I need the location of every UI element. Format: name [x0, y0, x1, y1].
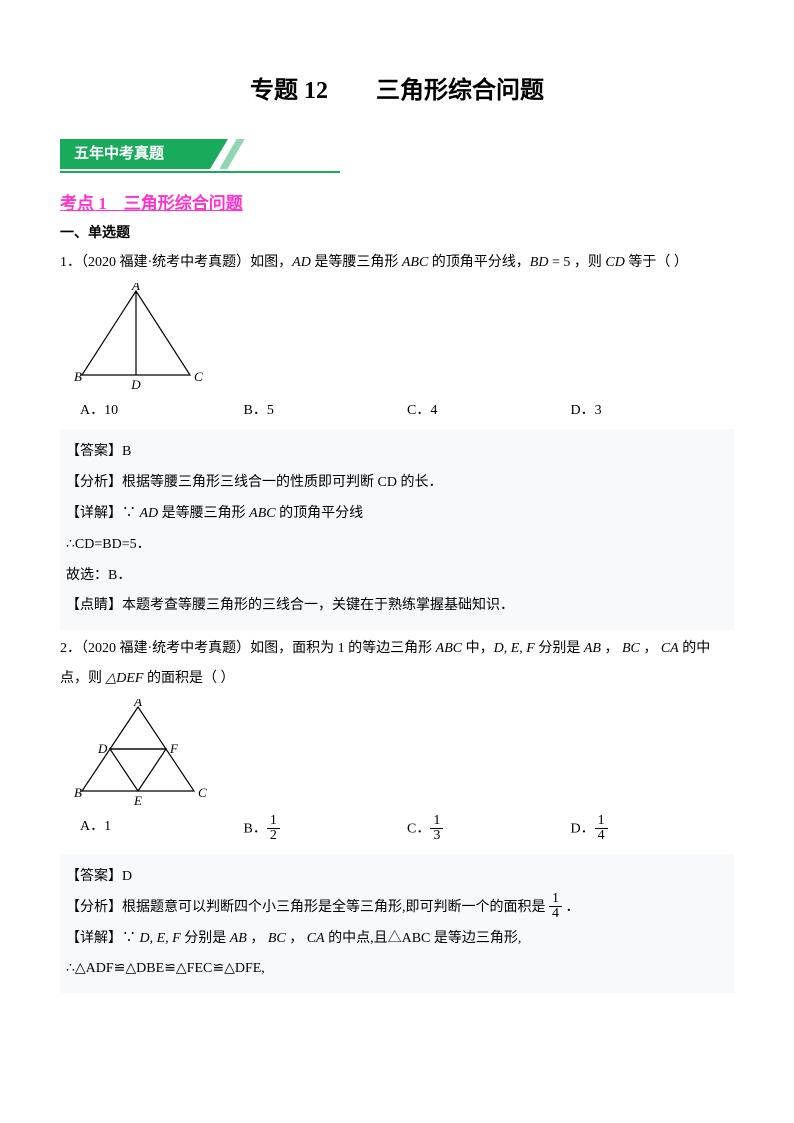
var-CA: CA [307, 931, 325, 946]
question-2-options: A．1 B．12 C．13 D．14 [80, 815, 734, 844]
option-D: D．14 [571, 815, 735, 844]
option-A: A．10 [80, 399, 244, 419]
therefore-text: ∴CD=BD=5． [66, 530, 728, 561]
t: B． [244, 822, 267, 837]
option-A: A．1 [80, 815, 244, 844]
q-source: （2020 福建·统考中考真题）如图， [81, 255, 292, 270]
question-1-answer: 【答案】B 【分析】根据等腰三角形三线合一的性质即可判断 CD 的长． 【详解】… [60, 429, 734, 630]
var-BC: BC [268, 931, 286, 946]
question-1-options: A．10 B．5 C．4 D．3 [80, 399, 734, 419]
banner-label: 五年中考真题 [60, 139, 210, 169]
question-1-figure: A B C D [64, 283, 734, 393]
t: 【分析】根据题意可以判断四个小三角形是全等三角形,即可判断一个的面积是 [66, 900, 549, 915]
banner: 五年中考真题 [60, 139, 734, 173]
question-2-figure: A B C D F E [64, 699, 734, 809]
q-text: 的顶角平分线， [428, 255, 530, 270]
var-AD: AD [140, 506, 159, 521]
t: 点，则 [60, 671, 106, 686]
var-tri-def: △DEF [106, 671, 144, 686]
var-ABC: ABC [436, 641, 462, 656]
svg-text:A: A [133, 699, 142, 709]
q-text: = 5 ，则 [548, 255, 605, 270]
banner-underline [60, 171, 340, 173]
svg-text:C: C [194, 369, 203, 384]
fraction-icon: 12 [267, 814, 280, 843]
fraction-icon: 14 [549, 892, 562, 921]
question-1-text: 1．（2020 福建·统考中考真题）如图，AD 是等腰三角形 ABC 的顶角平分… [60, 248, 734, 277]
detail-text: 【详解】∵ AD 是等腰三角形 ABC 的顶角平分线 [66, 499, 728, 530]
svg-text:F: F [169, 741, 179, 756]
fraction-icon: 14 [595, 814, 608, 843]
var-AD: AD [292, 255, 311, 270]
option-C: C．4 [407, 399, 571, 419]
t: 的顶角平分线 [276, 506, 364, 521]
t: C． [407, 822, 430, 837]
question-2-text: 2．（2020 福建·统考中考真题）如图，面积为 1 的等边三角形 ABC 中，… [60, 634, 734, 693]
answer-label: 【答案】D [66, 862, 728, 893]
therefore-text: ∴△ADF≌△DBE≌△FEC≌△DFE, [66, 954, 728, 985]
section-label: 一、单选题 [60, 222, 734, 242]
t: 的面积是（ ） [143, 671, 234, 686]
var-BC: BC [622, 641, 640, 656]
svg-text:B: B [74, 369, 82, 384]
t: 的中点,且△ABC 是等边三角形, [325, 931, 522, 946]
option-C: C．13 [407, 815, 571, 844]
q-source: （2020 福建·统考中考真题）如图，面积为 1 的等边三角形 [81, 641, 436, 656]
var-DEF: D, E, F [140, 931, 181, 946]
guxuan-text: 故选：B． [66, 561, 728, 592]
t: 【详解】∵ [66, 506, 140, 521]
t: 中， [462, 641, 494, 656]
option-B: B．12 [244, 815, 408, 844]
dianjing-text: 【点睛】本题考查等腰三角形的三线合一，关键在于熟练掌握基础知识． [66, 591, 728, 622]
var-CA: CA [661, 641, 679, 656]
page-title: 专题 12 三角形综合问题 [60, 70, 734, 105]
triangle-icon: A B C D [64, 283, 214, 393]
t: 分别是 [535, 641, 584, 656]
svg-text:D: D [130, 377, 141, 392]
q-num: 2． [60, 641, 81, 656]
var-BD: BD [530, 255, 549, 270]
t: ， [640, 641, 661, 656]
t: ， [286, 931, 307, 946]
var-AB: AB [230, 931, 247, 946]
topic-heading: 考点 1 三角形综合问题 [60, 189, 734, 214]
svg-text:E: E [133, 793, 142, 808]
svg-text:D: D [97, 741, 108, 756]
t: 的中 [679, 641, 711, 656]
svg-text:C: C [198, 785, 207, 800]
t: ， [247, 931, 268, 946]
option-D: D．3 [571, 399, 735, 419]
var-ABC: ABC [249, 506, 275, 521]
t: 是等腰三角形 [158, 506, 249, 521]
t: D． [571, 822, 595, 837]
svg-text:A: A [131, 283, 140, 293]
detail-text: 【详解】∵ D, E, F 分别是 AB ， BC ， CA 的中点,且△ABC… [66, 924, 728, 955]
t: ． [562, 900, 580, 915]
var-ABC: ABC [402, 255, 428, 270]
var-DEF: D, E, F [494, 641, 535, 656]
q-num: 1． [60, 255, 81, 270]
option-B: B．5 [244, 399, 408, 419]
analysis-text: 【分析】根据题意可以判断四个小三角形是全等三角形,即可判断一个的面积是 14 ． [66, 893, 728, 924]
q-text: 是等腰三角形 [311, 255, 402, 270]
var-CD: CD [605, 255, 624, 270]
answer-label: 【答案】B [66, 437, 728, 468]
question-2-answer: 【答案】D 【分析】根据题意可以判断四个小三角形是全等三角形,即可判断一个的面积… [60, 854, 734, 993]
var-AB: AB [584, 641, 601, 656]
analysis-text: 【分析】根据等腰三角形三线合一的性质即可判断 CD 的长． [66, 468, 728, 499]
q-text: 等于（ ） [625, 255, 688, 270]
t: 分别是 [181, 931, 230, 946]
fraction-icon: 13 [430, 814, 443, 843]
triangle-mid-icon: A B C D F E [64, 699, 219, 809]
svg-text:B: B [74, 785, 82, 800]
t: 【详解】∵ [66, 931, 140, 946]
t: ， [601, 641, 622, 656]
